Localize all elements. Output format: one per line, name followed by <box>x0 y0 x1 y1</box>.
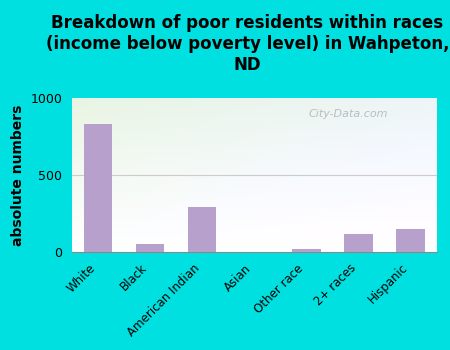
Title: Breakdown of poor residents within races
(income below poverty level) in Wahpeto: Breakdown of poor residents within races… <box>46 14 449 74</box>
Bar <box>188 207 216 252</box>
Bar <box>292 249 321 252</box>
Y-axis label: absolute numbers: absolute numbers <box>11 104 25 246</box>
Bar <box>84 124 112 252</box>
Bar <box>344 233 373 252</box>
Bar <box>396 229 425 252</box>
Bar <box>136 244 164 252</box>
Text: City-Data.com: City-Data.com <box>309 109 388 119</box>
